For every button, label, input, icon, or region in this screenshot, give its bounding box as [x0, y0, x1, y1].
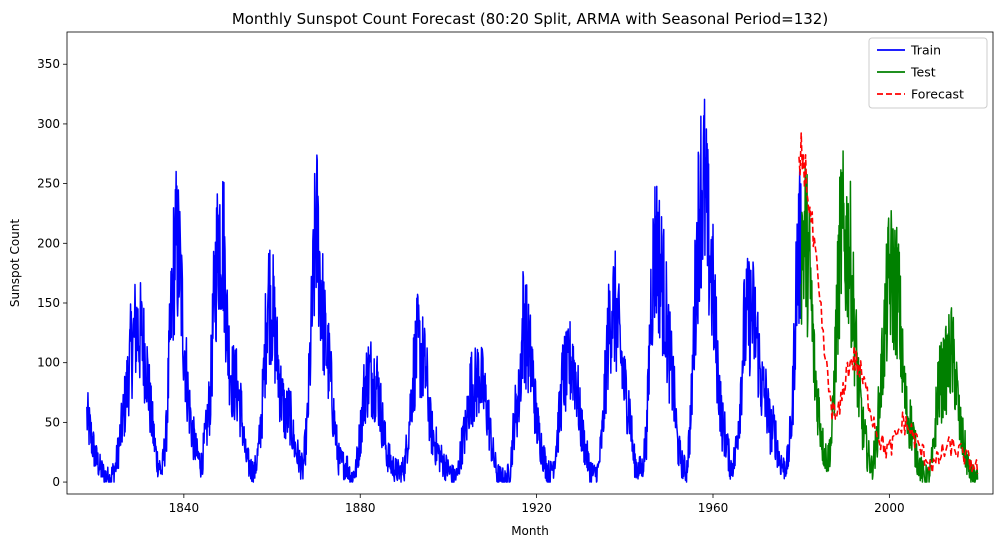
y-tick-label: 200 [37, 236, 60, 250]
x-axis: 1840 1880 1920 1960 2000 [169, 494, 905, 515]
series-line-test [800, 150, 979, 483]
x-tick-label: 1880 [345, 501, 376, 515]
legend-label-forecast: Forecast [911, 87, 964, 102]
legend-box [868, 37, 988, 109]
x-axis-label: Month [511, 524, 549, 538]
y-axis: 0 50 100 150 200 250 300 350 [37, 57, 67, 489]
y-tick-label: 350 [37, 57, 60, 71]
y-axis-label: Sunspot Count [8, 219, 22, 307]
x-tick-label: 1840 [169, 501, 200, 515]
y-tick-label: 150 [37, 296, 60, 310]
series-line-forecast [798, 132, 979, 474]
series-line-train [86, 98, 802, 483]
legend-label-test: Test [910, 65, 936, 80]
series-layer [86, 98, 979, 483]
plot-area [66, 31, 994, 495]
x-tick-label: 2000 [874, 501, 905, 515]
y-tick-label: 250 [37, 177, 60, 191]
y-tick-label: 300 [37, 117, 60, 131]
y-tick-label: 50 [45, 415, 60, 429]
x-tick-label: 1920 [521, 501, 552, 515]
legend-label-train: Train [910, 43, 941, 58]
legend: Train Test Forecast [868, 37, 988, 109]
chart-title: Monthly Sunspot Count Forecast (80:20 Sp… [232, 10, 828, 28]
y-tick-label: 100 [37, 356, 60, 370]
y-tick-label: 0 [52, 475, 60, 489]
x-tick-label: 1960 [698, 501, 729, 515]
plot-frame [66, 31, 994, 495]
